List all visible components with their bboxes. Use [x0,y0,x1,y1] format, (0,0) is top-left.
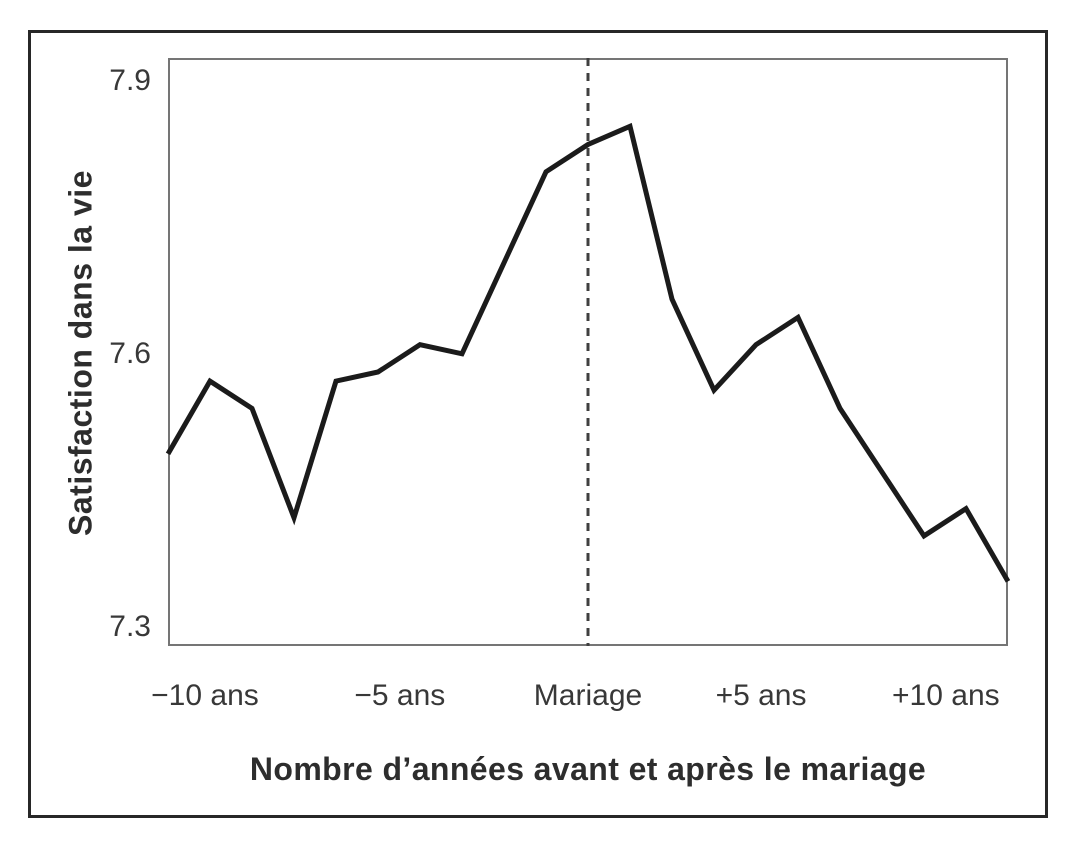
x-tick-label: −10 ans [151,679,259,712]
satisfaction-line [165,122,1011,583]
x-tick-label: Mariage [533,679,643,712]
y-tick-label: 7.9 [109,63,151,97]
line-chart-svg [165,58,1011,646]
y-axis-tick-labels: 7.9 7.6 7.3 [31,58,159,646]
x-tick-label: +10 ans [892,679,1000,712]
x-tick-label: +5 ans [715,679,807,712]
x-axis-tick-labels: −10 ans −5 ans Mariage +5 ans +10 ans [151,677,1008,717]
x-tick-label: −5 ans [354,679,446,712]
figure-frame: Satisfaction dans la vie 7.9 7.6 7.3 −10 a… [28,30,1048,818]
x-axis-title: Nombre d’années avant et après le mariag… [249,751,927,787]
y-tick-label: 7.3 [109,609,151,643]
plot-area [165,58,1011,646]
y-tick-label: 7.6 [109,336,151,370]
